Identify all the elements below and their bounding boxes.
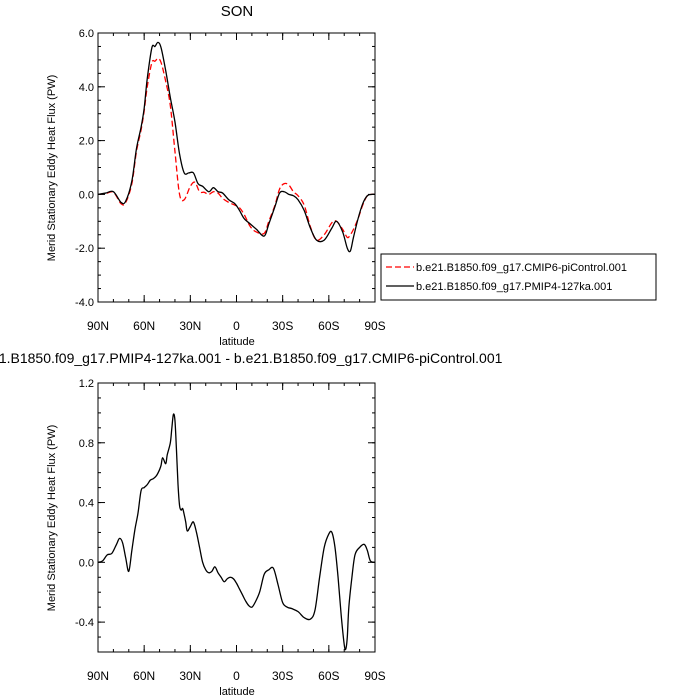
- top-chart-plot-area: 6.0 4.0 2.0 0.0 -2.0 -4.0 90N 60N 30N 0 30S 60S 90S: [75, 28, 386, 333]
- top-y-tick-label: -4.0: [75, 297, 94, 309]
- bottom-plot-frame: [97, 382, 376, 653]
- top-x-tick-label: 30S: [272, 319, 293, 333]
- bottom-y-tick-label: 1.2: [79, 378, 94, 390]
- bottom-x-tick-label: 90S: [364, 669, 385, 683]
- top-chart-title: SON: [221, 3, 254, 20]
- bottom-chart-x-axis-label: latitude: [219, 686, 254, 698]
- top-y-tick-label: 2.0: [79, 136, 94, 148]
- bottom-x-tick-label: 60N: [133, 669, 155, 683]
- bottom-chart: b.e21.B1850.f09_g17.PMIP4-127ka.001 - b.…: [0, 350, 503, 698]
- bottom-x-tick-label: 90N: [87, 669, 109, 683]
- top-y-tick-label: 4.0: [79, 82, 94, 94]
- top-chart-y-axis-label: Merid Stationary Eddy Heat Flux (PW): [46, 75, 58, 261]
- bottom-chart-lines: [97, 413, 376, 651]
- top-x-tick-label: 90N: [87, 319, 109, 333]
- top-x-tick-label: 60S: [318, 319, 339, 333]
- bottom-y-tick-label: 0.8: [79, 438, 94, 450]
- top-chart-lines: [97, 41, 376, 253]
- bottom-x-tick-label: 30S: [272, 669, 293, 683]
- top-y-tick-label: 0.0: [79, 189, 94, 201]
- top-x-tick-label: 60N: [133, 319, 155, 333]
- bottom-chart-y-axis-label: Merid Stationary Eddy Heat Flux (PW): [46, 425, 58, 611]
- top-y-tick-label: -2.0: [75, 243, 94, 255]
- top-chart-legend: b.e21.B1850.f09_g17.CMIP6-piControl.001 …: [380, 253, 657, 301]
- bottom-chart-plot-area: 1.2 0.8 0.4 0.0 -0.4 90N 60N 30N 0 30S 60S 90S: [75, 378, 386, 683]
- top-chart: SON Merid Stationary Eddy Heat Flux (PW)…: [46, 3, 657, 348]
- legend-box: [380, 253, 657, 301]
- top-x-tick-label: 90S: [364, 319, 385, 333]
- bottom-x-tick-label: 30N: [179, 669, 201, 683]
- bottom-series-line-0: [97, 413, 376, 651]
- bottom-y-tick-label: 0.0: [79, 557, 94, 569]
- legend-label-127ka: b.e21.B1850.f09_g17.PMIP4-127ka.001: [416, 281, 612, 293]
- top-x-tick-label: 30N: [179, 319, 201, 333]
- bottom-x-tick-label: 60S: [318, 669, 339, 683]
- top-chart-x-axis-label: latitude: [219, 336, 254, 348]
- top-series-line-1: [97, 41, 376, 253]
- top-series-line-0: [97, 57, 376, 242]
- top-plot-frame: [97, 32, 376, 303]
- top-x-tick-label: 0: [233, 319, 240, 333]
- bottom-x-tick-label: 0: [233, 669, 240, 683]
- top-y-tick-label: 6.0: [79, 28, 94, 40]
- bottom-y-tick-label: -0.4: [75, 617, 94, 629]
- legend-label-piControl: b.e21.B1850.f09_g17.CMIP6-piControl.001: [416, 262, 627, 274]
- bottom-y-tick-label: 0.4: [79, 498, 94, 510]
- bottom-chart-title: b.e21.B1850.f09_g17.PMIP4-127ka.001 - b.…: [0, 350, 503, 366]
